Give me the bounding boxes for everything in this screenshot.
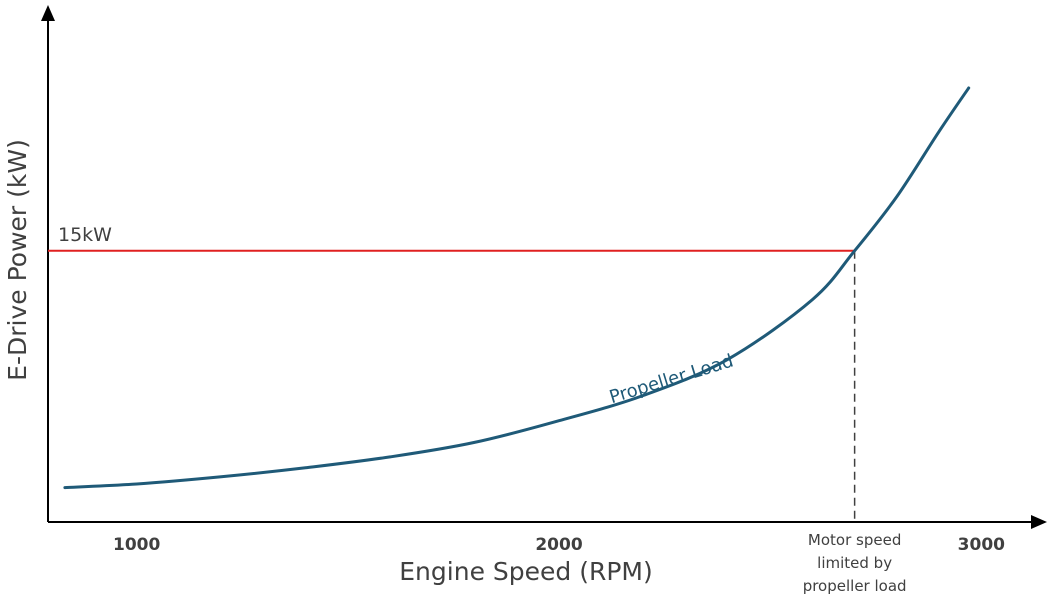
y-axis-arrow-icon xyxy=(41,5,55,21)
x-tick-label: 2000 xyxy=(535,535,582,555)
annotation-line: limited by xyxy=(817,554,892,572)
x-tick-labels: 1000 2000 3000 xyxy=(113,535,1005,555)
propeller-load-label: Propeller Load xyxy=(607,351,736,409)
x-axis-arrow-icon xyxy=(1031,515,1047,529)
propeller-load-curve xyxy=(63,86,971,490)
x-axis-title: Engine Speed (RPM) xyxy=(399,557,652,586)
x-tick-label: 1000 xyxy=(113,535,160,555)
annotation-line: propeller load xyxy=(803,577,907,595)
motor-speed-annotation: Motor speed limited by propeller load xyxy=(803,531,907,595)
reference-line-label: 15kW xyxy=(58,224,112,246)
y-axis-title: E-Drive Power (kW) xyxy=(3,139,32,381)
x-tick-label: 3000 xyxy=(958,535,1005,555)
annotation-line: Motor speed xyxy=(808,531,901,549)
